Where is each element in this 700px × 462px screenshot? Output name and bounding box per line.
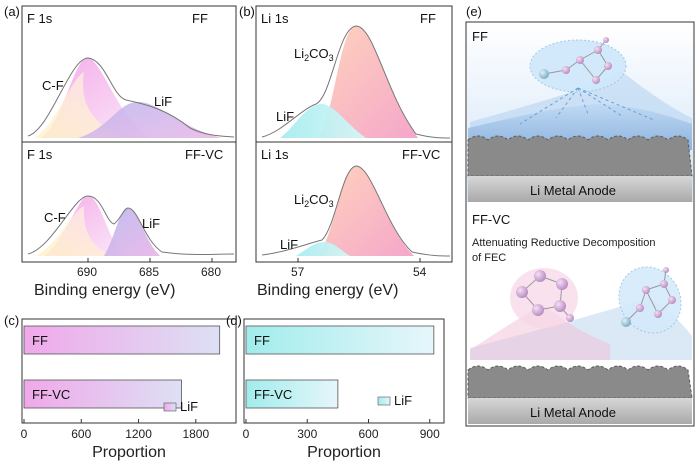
pink-cone [470, 304, 610, 360]
reduction-rays [519, 87, 655, 125]
panel-a-bottom-spectrum [27, 195, 235, 256]
deposit-layer [467, 365, 693, 399]
panel-b-top-element: Li 1s [261, 11, 289, 26]
panel-a-top-lif-label: LiF [154, 94, 172, 109]
panel-a-xlabel: Binding energy (eV) [34, 282, 175, 299]
bar-ff [23, 325, 221, 355]
xtick-label: 600 [358, 427, 378, 441]
legend-swatch [163, 402, 177, 412]
legend-label: LiF [180, 399, 198, 414]
panel-b-bottom-spectrum [261, 165, 451, 257]
x-axis-label: Proportion [92, 444, 166, 461]
panel-e-top-label: FF [472, 29, 488, 44]
lif-peak-fill [280, 104, 366, 138]
category-label-ff-vc: FF-VC [32, 387, 70, 402]
panel-c-frame [21, 318, 237, 424]
panel-a-top-spectrum [27, 57, 235, 138]
panel-a-bottom-sample: FF-VC [185, 147, 223, 162]
fec-molecule-halo [529, 39, 627, 93]
envelope-line [261, 165, 451, 257]
panel-e-tag: (e) [466, 4, 482, 19]
panel-b-bottom-lif-label: LiF [280, 237, 298, 252]
panel-e-top-scene [467, 23, 693, 203]
legend-label: LiF [394, 393, 412, 408]
bar-ff-vc [245, 379, 339, 409]
xtick-label: 300 [297, 427, 317, 441]
panel-a-bottom-lif-label: LiF [142, 216, 160, 231]
panel-a-top-cf-label: C-F [42, 78, 64, 93]
xtick-label: 600 [71, 427, 91, 441]
panel-d-tag: (d) [226, 313, 242, 328]
panel-a-top-element: F 1s [27, 11, 53, 26]
cf-shoulder-fill [36, 206, 112, 256]
panel-e-caption-line2: of FEC [472, 252, 506, 264]
lif-peak-fill [296, 242, 350, 256]
panel-a-xtick-685: 685 [139, 265, 159, 279]
panel-d-frame [243, 318, 445, 424]
li2co3-peak-fill [318, 26, 418, 138]
panel-d-chart: FF FF-VC 0 300 600 900 Proportion LiF [243, 325, 440, 461]
panel-a-x-axis [87, 258, 213, 262]
panel-a-xtick-680: 680 [201, 265, 221, 279]
panel-a-top-sample: FF [192, 11, 208, 26]
xtick-label: 0 [243, 427, 250, 441]
fec-molecule-icon [539, 37, 612, 84]
deposit-layer [467, 135, 693, 177]
panel-e-bottom-label: FF-VC [472, 212, 510, 227]
panel-b-bottom-sample: FF-VC [402, 147, 440, 162]
panel-b-xlabel: Binding energy (eV) [257, 282, 398, 299]
category-label-ff: FF [32, 333, 48, 348]
bar-ff-vc [23, 379, 182, 409]
lif-peak-fill [104, 208, 160, 256]
panel-b-x-axis [297, 258, 421, 262]
panel-e-top-anode-label: Li Metal Anode [530, 183, 616, 198]
panel-b-frame [255, 5, 453, 263]
panel-a-frame [21, 5, 237, 263]
xtick-label: 0 [21, 427, 28, 441]
panel-a-bottom-element: F 1s [27, 147, 53, 162]
panel-b-tag: (b) [239, 4, 255, 19]
li-anode-block [468, 176, 692, 202]
panel-c-tag: (c) [4, 313, 19, 328]
panel-e-bottom-anode-label: Li Metal Anode [530, 405, 616, 420]
category-label-ff: FF [254, 333, 270, 348]
panel-e-bottom-scene [467, 202, 693, 424]
li2co3-peak-fill [318, 166, 414, 256]
envelope-line [261, 25, 451, 139]
panel-b-top-spectrum [261, 25, 451, 139]
cf-shoulder-fill [34, 72, 130, 138]
bar-ff [245, 325, 435, 355]
envelope-line [27, 57, 235, 138]
xtick-label: 900 [420, 427, 440, 441]
xtick-label: 1200 [125, 427, 152, 441]
legend-swatch [377, 396, 391, 406]
envelope-line [27, 195, 235, 255]
panel-b-bottom-li2co3-label: Li2CO3 [294, 192, 334, 209]
vc-molecule-icon [516, 270, 574, 322]
li-anode-block [468, 398, 692, 424]
category-label-ff-vc: FF-VC [254, 387, 292, 402]
panel-b-xtick-54: 54 [413, 265, 427, 279]
panel-b-top-li2co3-label: Li2CO3 [294, 46, 334, 63]
panel-a-tag: (a) [4, 4, 20, 19]
panel-b-top-lif-label: LiF [276, 109, 294, 124]
panel-c-chart: FF FF-VC 0 600 1200 1800 Proportion LiF [21, 325, 221, 461]
panel-b-bottom-element: Li 1s [261, 147, 289, 162]
x-axis-label: Proportion [307, 444, 381, 461]
panel-e-caption-line1: Attenuating Reductive Decomposition [472, 237, 655, 249]
panel-a-xtick-690: 690 [77, 265, 97, 279]
panel-b-xtick-57: 57 [291, 265, 305, 279]
panel-a-bottom-cf-label: C-F [44, 210, 66, 225]
lif-peak-fill [78, 102, 222, 138]
panel-b-top-sample: FF [420, 11, 436, 26]
fec-molecule-icon [621, 267, 676, 327]
xtick-label: 1800 [182, 427, 209, 441]
